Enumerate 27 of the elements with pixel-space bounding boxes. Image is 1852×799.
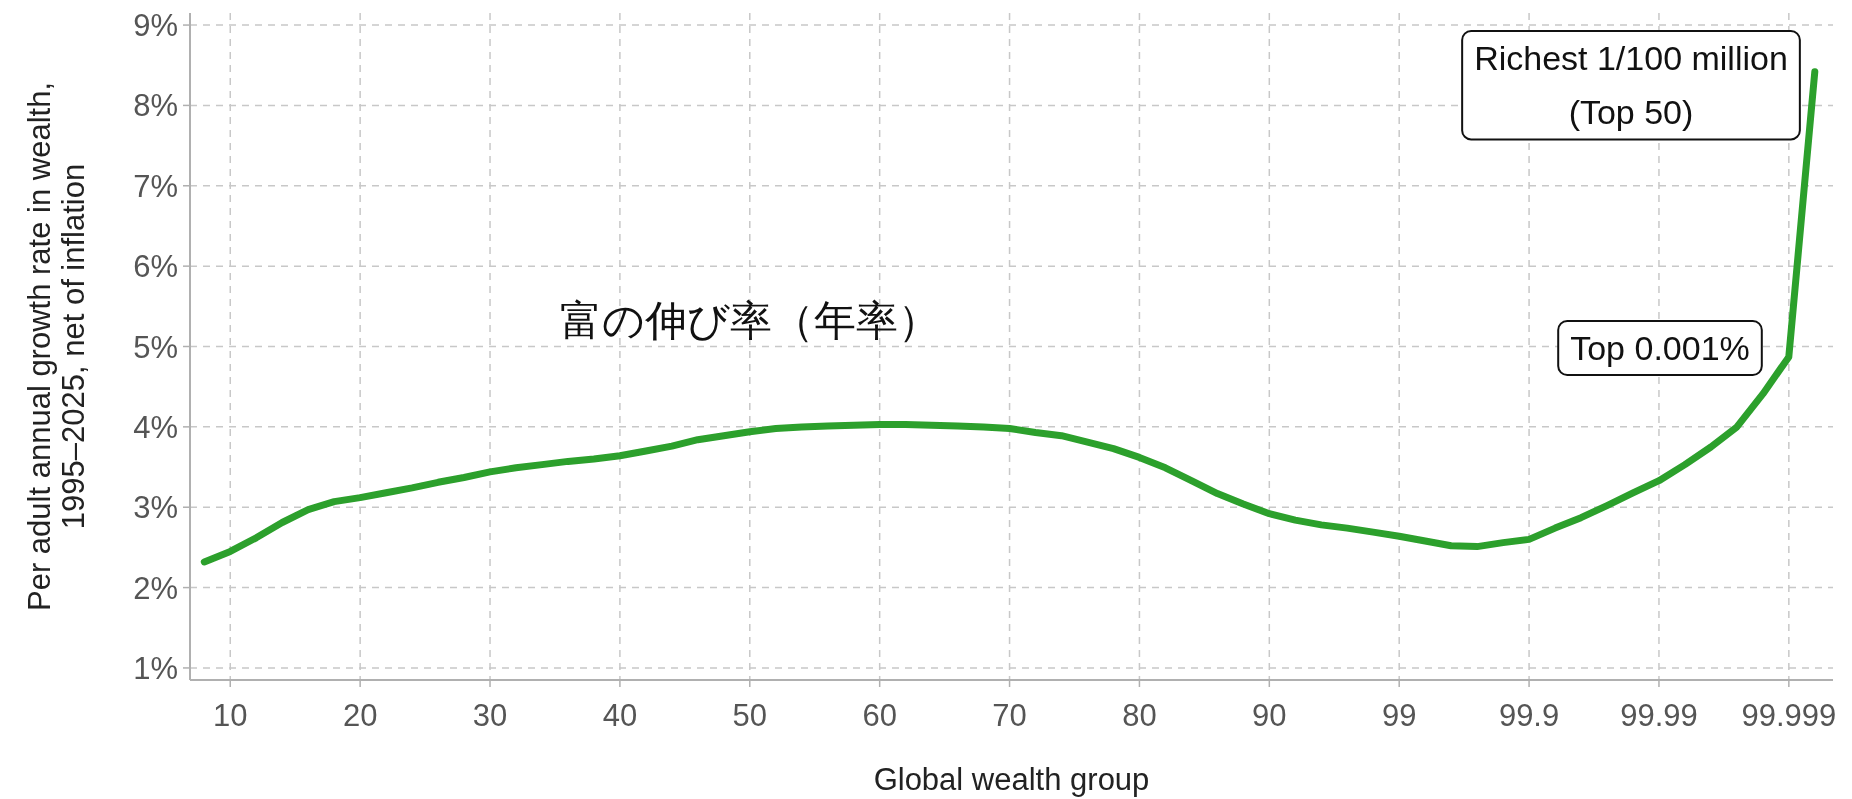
y-tick-label: 6% [133, 249, 178, 285]
annotation: Top 0.001% [1570, 329, 1750, 367]
x-tick-label: 99.999 [1741, 698, 1837, 733]
y-tick-label: 3% [133, 490, 178, 526]
x-tick-label: 99.9 [1498, 698, 1560, 733]
x-tick-label: 99 [1381, 698, 1417, 733]
y-tick-label: 7% [133, 168, 178, 204]
x-tick-label: 99.99 [1620, 698, 1698, 733]
y-tick-label: 5% [133, 329, 178, 365]
x-tick-label: 20 [342, 698, 378, 733]
y-tick-label: 8% [133, 88, 178, 124]
x-tick-label: 90 [1252, 698, 1287, 733]
x-tick-label: 40 [602, 698, 638, 733]
x-axis-title: Global wealth group [873, 762, 1150, 797]
annotation: 富の伸び率（年率） [560, 296, 940, 345]
x-tick-label: 50 [732, 698, 768, 733]
x-tick-label: 30 [472, 698, 508, 733]
x-tick-label: 80 [1122, 698, 1157, 733]
y-tick-label: 9% [133, 8, 178, 44]
y-axis-title: Per adult annual growth rate in wealth, 1995–2025, net of inflation [22, 81, 91, 612]
annotation: Richest 1/100 million (Top 50) [1474, 39, 1788, 132]
x-tick-label: 70 [992, 698, 1027, 733]
x-tick-label: 60 [862, 698, 897, 733]
y-tick-label: 1% [133, 650, 178, 686]
x-tick-label: 10 [213, 698, 248, 733]
y-tick-label: 2% [133, 570, 178, 606]
y-tick-label: 4% [133, 409, 178, 445]
